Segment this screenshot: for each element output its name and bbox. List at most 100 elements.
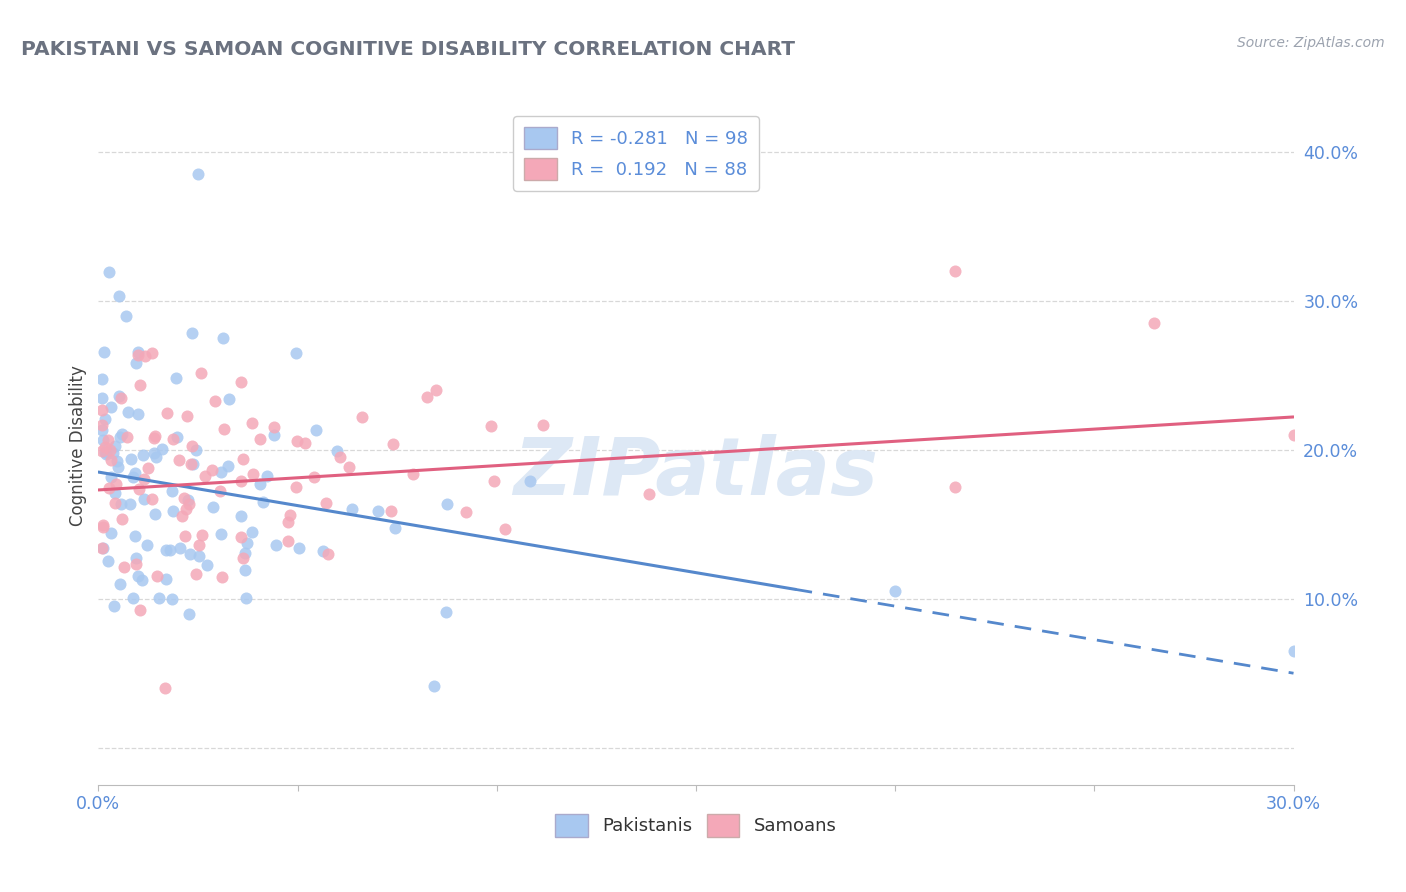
Point xyxy=(124,551,146,566)
Point xyxy=(129,602,152,616)
Point xyxy=(519,474,541,488)
Point xyxy=(97,265,120,279)
Point xyxy=(229,375,252,389)
Point xyxy=(195,558,218,572)
Point xyxy=(159,543,181,558)
Point xyxy=(150,442,173,456)
Point xyxy=(143,507,166,521)
Point xyxy=(479,419,502,434)
Point xyxy=(184,566,207,581)
Point xyxy=(174,501,197,516)
Point xyxy=(204,394,226,409)
Point xyxy=(1282,427,1305,442)
Point xyxy=(97,433,120,447)
Point xyxy=(117,430,139,444)
Point xyxy=(94,445,117,459)
Text: Source: ZipAtlas.com: Source: ZipAtlas.com xyxy=(1237,36,1385,50)
Point xyxy=(169,452,191,467)
Point xyxy=(145,569,167,583)
Point xyxy=(287,541,309,556)
Point xyxy=(209,526,232,541)
Point xyxy=(166,430,188,444)
Point xyxy=(127,348,149,362)
Point xyxy=(121,591,143,605)
Point xyxy=(352,410,374,425)
Point xyxy=(277,534,299,549)
Point xyxy=(235,591,257,606)
Point xyxy=(249,432,271,446)
Point xyxy=(232,451,254,466)
Point xyxy=(91,541,114,555)
Point xyxy=(148,591,170,606)
Point xyxy=(141,346,163,360)
Point xyxy=(342,502,364,516)
Point xyxy=(107,460,129,475)
Point xyxy=(120,452,142,467)
Point xyxy=(305,423,328,437)
Point xyxy=(381,437,404,451)
Point xyxy=(240,525,263,540)
Point xyxy=(188,538,211,552)
Point xyxy=(285,434,308,448)
Point xyxy=(337,460,360,475)
Point xyxy=(177,493,200,508)
Point xyxy=(201,463,224,477)
Point xyxy=(211,570,233,584)
Point xyxy=(218,392,240,406)
Point xyxy=(484,475,506,489)
Point xyxy=(326,443,349,458)
Point xyxy=(229,474,252,488)
Point xyxy=(202,500,225,515)
Point xyxy=(91,519,114,533)
Point xyxy=(91,372,114,386)
Point xyxy=(94,440,117,454)
Point xyxy=(162,432,184,446)
Point xyxy=(1143,316,1166,330)
Point xyxy=(97,554,120,568)
Point xyxy=(111,427,134,442)
Point xyxy=(638,486,661,500)
Point xyxy=(91,391,114,405)
Point xyxy=(134,349,156,363)
Point xyxy=(132,491,155,506)
Point xyxy=(233,545,256,559)
Point xyxy=(285,345,308,359)
Point xyxy=(136,537,159,551)
Point xyxy=(107,389,129,403)
Point xyxy=(142,431,165,445)
Point xyxy=(110,497,132,511)
Point xyxy=(425,383,447,397)
Point xyxy=(436,497,458,511)
Point xyxy=(91,443,114,458)
Point xyxy=(108,430,131,444)
Point xyxy=(434,605,457,619)
Point xyxy=(229,509,252,524)
Point xyxy=(162,504,184,518)
Point xyxy=(112,560,135,574)
Point xyxy=(316,547,339,561)
Point xyxy=(180,457,202,471)
Point xyxy=(91,433,114,447)
Point xyxy=(256,469,278,483)
Point xyxy=(124,356,146,370)
Point xyxy=(212,422,235,436)
Point xyxy=(128,482,150,496)
Point xyxy=(93,345,115,359)
Point xyxy=(131,574,153,588)
Point xyxy=(190,366,212,380)
Point xyxy=(105,454,128,468)
Point xyxy=(233,563,256,577)
Point xyxy=(533,418,555,433)
Point xyxy=(98,442,121,457)
Point xyxy=(111,512,134,526)
Point xyxy=(402,467,425,482)
Legend: Pakistanis, Samoans: Pakistanis, Samoans xyxy=(548,807,844,844)
Point xyxy=(179,607,201,622)
Point xyxy=(384,521,406,535)
Point xyxy=(416,390,439,404)
Point xyxy=(242,467,264,482)
Point xyxy=(125,557,148,571)
Point xyxy=(143,428,166,442)
Point xyxy=(170,508,193,523)
Point xyxy=(263,420,285,434)
